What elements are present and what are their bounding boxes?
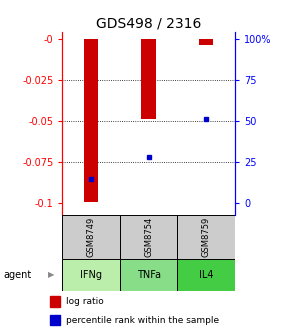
Text: ▶: ▶ — [48, 270, 54, 279]
Text: log ratio: log ratio — [66, 297, 104, 306]
Text: agent: agent — [3, 270, 31, 280]
Text: percentile rank within the sample: percentile rank within the sample — [66, 316, 219, 325]
Bar — [50, 314, 60, 325]
Text: GSM8754: GSM8754 — [144, 217, 153, 257]
Text: GSM8759: GSM8759 — [202, 217, 211, 257]
Bar — [120, 259, 177, 291]
Bar — [142, 39, 156, 119]
Bar — [62, 259, 120, 291]
Text: TNFa: TNFa — [137, 270, 161, 280]
Bar — [199, 39, 213, 45]
Text: IFNg: IFNg — [80, 270, 102, 280]
Text: GSM8749: GSM8749 — [87, 217, 96, 257]
Bar — [177, 215, 235, 259]
Bar — [84, 39, 98, 202]
Bar — [177, 259, 235, 291]
Bar — [62, 215, 120, 259]
Text: IL4: IL4 — [199, 270, 213, 280]
Title: GDS498 / 2316: GDS498 / 2316 — [96, 17, 201, 31]
Bar — [50, 296, 60, 307]
Bar — [120, 215, 177, 259]
